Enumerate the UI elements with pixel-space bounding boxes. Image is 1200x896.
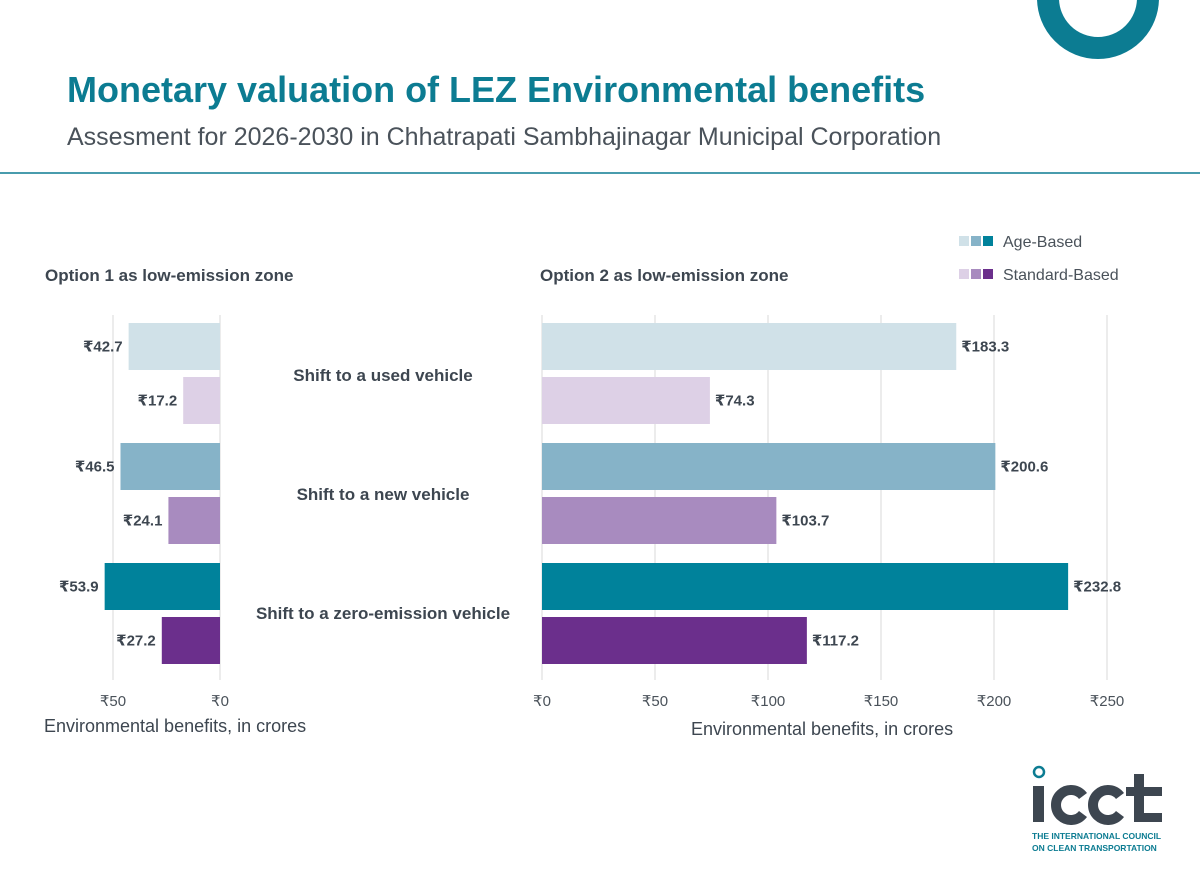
- x-tick-label: ₹150: [864, 693, 899, 710]
- x-tick-label: ₹250: [1090, 693, 1125, 710]
- data-label: ₹183.3: [961, 339, 1009, 356]
- logo-tagline: THE INTERNATIONAL COUNCIL: [1032, 831, 1161, 841]
- data-label: ₹24.1: [123, 513, 163, 530]
- chart-title: Monetary valuation of LEZ Environmental …: [67, 69, 925, 110]
- x-axis-label-option-2: Environmental benefits, in crores: [691, 719, 953, 739]
- data-label: ₹42.7: [83, 339, 123, 356]
- legend-swatch-standard-mid: [971, 269, 981, 279]
- data-label: ₹74.3: [715, 393, 755, 410]
- legend-label-standard: Standard-Based: [1003, 267, 1119, 284]
- bar-standard: [542, 377, 710, 424]
- chart-subtitle: Assesment for 2026-2030 in Chhatrapati S…: [67, 123, 941, 151]
- category-label: Shift to a zero-emission vehicle: [256, 604, 510, 623]
- logo-letter-c: [1051, 785, 1087, 825]
- bar-age: [120, 443, 220, 490]
- bar-standard: [542, 497, 777, 544]
- bars: [104, 323, 1069, 664]
- icct-logo: THE INTERNATIONAL COUNCIL ON CLEAN TRANS…: [1032, 765, 1162, 853]
- tick-labels: ₹50 ₹0 ₹0 ₹50 ₹100 ₹150 ₹200 ₹250: [100, 693, 1124, 710]
- x-tick-label: ₹50: [100, 693, 126, 710]
- bar-age: [542, 443, 996, 490]
- logo-letter-t-bar: [1126, 787, 1162, 796]
- legend-label-age: Age-Based: [1003, 234, 1082, 251]
- panel-title-option-2: Option 2 as low-emission zone: [540, 266, 788, 285]
- bar-standard: [161, 617, 220, 664]
- logo-letter-c: [1088, 785, 1124, 825]
- logo-letter-t: [1134, 774, 1144, 822]
- x-tick-label: ₹0: [211, 693, 229, 710]
- data-label: ₹232.8: [1073, 579, 1121, 596]
- x-axis-label-option-1: Environmental benefits, in crores: [44, 716, 306, 736]
- bar-standard: [183, 377, 220, 424]
- data-label: ₹46.5: [75, 459, 115, 476]
- logo-letter-i: [1033, 786, 1044, 822]
- bar-standard: [168, 497, 220, 544]
- category-label: Shift to a used vehicle: [293, 366, 473, 385]
- data-label: ₹17.2: [138, 393, 178, 410]
- logo-tagline: ON CLEAN TRANSPORTATION: [1032, 843, 1157, 853]
- legend-swatch-age-light: [959, 236, 969, 246]
- data-labels: ₹42.7 ₹46.5 ₹53.9 ₹17.2 ₹24.1 ₹27.2 ₹183.3 ₹200…: [59, 339, 1121, 650]
- decorative-ring: [1037, 0, 1159, 59]
- legend-swatch-standard-light: [959, 269, 969, 279]
- panel-title-option-1: Option 1 as low-emission zone: [45, 266, 293, 285]
- data-label: ₹27.2: [116, 633, 156, 650]
- x-tick-label: ₹100: [751, 693, 786, 710]
- category-label: Shift to a new vehicle: [297, 485, 470, 504]
- legend-swatch-age-dark: [983, 236, 993, 246]
- legend-swatch-age-mid: [971, 236, 981, 246]
- bar-age: [542, 323, 957, 370]
- data-label: ₹200.6: [1000, 459, 1048, 476]
- x-tick-label: ₹0: [533, 693, 551, 710]
- bar-standard: [542, 617, 807, 664]
- bar-age: [104, 563, 220, 610]
- x-tick-label: ₹50: [642, 693, 668, 710]
- data-label: ₹53.9: [59, 579, 99, 596]
- data-label: ₹103.7: [781, 513, 829, 530]
- data-label: ₹117.2: [812, 633, 859, 650]
- legend-swatch-standard-dark: [983, 269, 993, 279]
- logo-dot: [1032, 765, 1046, 779]
- logo-letter-t-foot: [1144, 813, 1162, 822]
- bar-age: [128, 323, 220, 370]
- legend: Age-Based Standard-Based: [959, 234, 1119, 284]
- x-tick-label: ₹200: [977, 693, 1012, 710]
- bar-age: [542, 563, 1069, 610]
